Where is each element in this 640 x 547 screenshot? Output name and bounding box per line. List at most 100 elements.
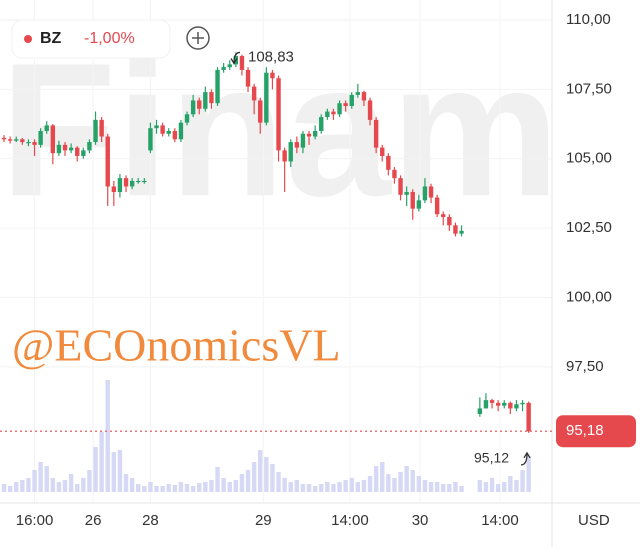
x-tick-label: 14:00 [331,512,369,529]
candle-body [373,119,379,148]
volume-bar [453,482,458,492]
volume-bar [459,486,464,492]
candle-body [50,125,56,154]
volume-bar [111,452,117,492]
volume-bar [209,480,214,492]
candle-body [453,225,458,234]
candle-body [434,197,440,215]
candle-body [288,142,293,162]
volume-bar [404,466,409,492]
volume-bar [434,482,440,492]
volume-bar [312,486,318,492]
candle-body [20,139,25,143]
volume-bar [355,482,361,492]
volume-bar [282,478,287,492]
candle-body [1,137,7,140]
high-marker-arrow [230,51,241,65]
candle-body [227,64,232,68]
add-button[interactable] [186,26,210,50]
ticker-pill[interactable] [11,19,171,59]
x-tick-label: 30 [412,512,429,529]
candle-body [160,125,165,134]
volume-bar [142,486,147,492]
candle-body [239,56,245,70]
candle-body [404,192,409,195]
high-marker-label: 108,83 [248,48,294,65]
candle-body [81,150,86,156]
candle-body [270,72,275,79]
candle-body [276,78,281,151]
volume-bar [508,476,513,492]
volume-bar [81,478,86,492]
candle-body [489,400,495,403]
volume-bar [50,478,56,492]
axes: 110,00 107,50 105,00 102,50 100,00 97,50 16:00… [16,11,612,529]
volume-layer [1,380,531,492]
candle-body [99,119,104,137]
volume-bar [160,486,165,492]
volume-bar [75,484,80,492]
candle-body [203,92,208,109]
candle-body [410,192,415,209]
volume-bar [288,482,293,492]
last-price-label: 95,18 [566,422,604,439]
candle-body [331,111,336,115]
candle-body [416,200,422,209]
volume-bar [99,432,104,492]
volume-bar [373,466,379,492]
x-tick-label: 26 [85,512,102,529]
volume-bar [178,482,184,492]
candle-body [337,103,342,115]
x-tick-label: 29 [255,512,272,529]
volume-bar [190,486,196,492]
grid [0,0,552,503]
candle-body [282,150,287,162]
candle-body [221,67,226,70]
candle-body [355,92,361,95]
volume-bar [154,486,159,492]
volume-bar [367,476,373,492]
volume-bar [325,482,330,492]
volume-bar [245,470,251,492]
y-tick-label: 97,50 [566,358,604,375]
volume-bar [105,380,110,492]
volume-bar [294,480,300,492]
candle-body [312,130,318,137]
candle-body [325,111,330,118]
volume-bar [398,472,403,492]
candle-body [62,144,68,151]
volume-bar [258,450,263,492]
volume-bar [129,478,135,492]
y-tick-label: 105,00 [566,150,612,167]
volume-bar [32,470,37,492]
volume-bar [227,482,232,492]
volume-bar [172,485,178,492]
candle-body [367,100,373,120]
volume-bar [331,484,336,492]
x-tick-label: 14:00 [481,512,519,529]
volume-bar [447,484,452,492]
candle-layer [1,52,531,433]
candle-body [495,402,501,406]
candle-body [111,186,117,193]
low-marker-arrow [520,451,531,466]
low-marker-label: 95,12 [474,450,509,466]
volume-bar [264,457,269,492]
last-price-tag [556,415,636,448]
y-tick-label: 107,50 [566,80,612,97]
volume-bar [197,483,202,492]
candle-body [178,122,184,140]
volume-bar [233,480,239,492]
candle-body [349,94,354,106]
candle-body [75,147,80,156]
candle-body [441,214,446,217]
change: -1,00% [84,30,135,47]
volume-bar [62,480,68,492]
candle-body [32,142,37,145]
volume-bar [380,462,385,492]
candle-body [154,125,159,129]
volume-bar [526,456,531,492]
volume-bar [349,478,354,492]
ticker-dot [24,35,32,43]
volume-bar [306,484,312,492]
